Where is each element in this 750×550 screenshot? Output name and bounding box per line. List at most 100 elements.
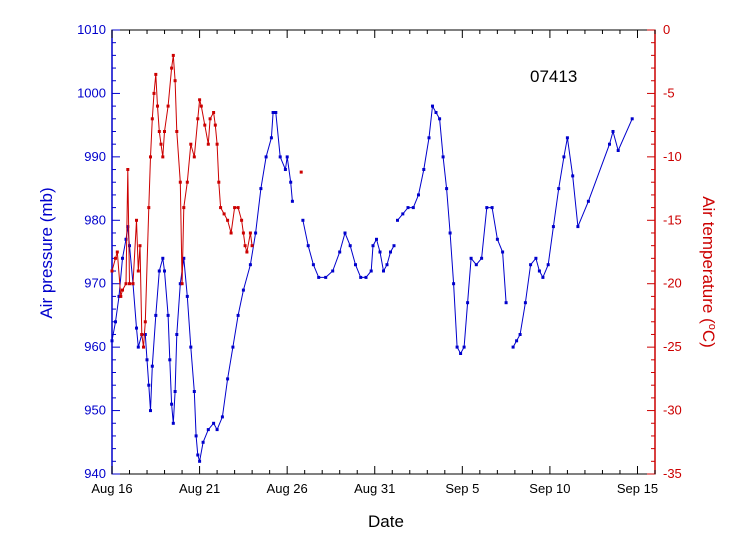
air-pressure-point	[511, 345, 515, 349]
air-temperature-point	[119, 294, 123, 298]
air-pressure-point	[212, 421, 216, 425]
air-pressure-point	[466, 301, 470, 305]
air-temperature-point	[161, 155, 165, 159]
air-pressure-line	[397, 104, 507, 355]
air-temperature-point	[128, 282, 131, 286]
air-pressure-point	[562, 155, 566, 159]
air-pressure-line	[512, 118, 633, 348]
air-pressure-point	[171, 421, 175, 425]
air-pressure-point	[611, 130, 615, 133]
air-temperature-point	[245, 250, 249, 254]
air-pressure-point	[406, 206, 410, 210]
right-axis-title-prefix: Air temperature (	[699, 196, 718, 324]
air-pressure-point	[529, 263, 533, 267]
air-pressure-point	[226, 377, 230, 381]
air-pressure-point	[523, 301, 527, 305]
air-temperature-point	[189, 142, 193, 146]
air-pressure-point	[194, 434, 198, 438]
air-pressure-point	[150, 364, 154, 368]
air-pressure-point	[431, 104, 434, 108]
air-pressure-point	[434, 111, 438, 114]
air-temperature-point	[243, 244, 247, 248]
air-temperature-line	[111, 55, 253, 348]
right-axis-title-unit: C)	[699, 330, 718, 348]
air-pressure-point	[422, 168, 426, 171]
air-temperature-point	[126, 168, 130, 171]
air-pressure-point	[392, 244, 396, 248]
x-tick-label: Sep 10	[529, 481, 570, 496]
air-pressure-point	[285, 155, 289, 159]
air-pressure-point	[189, 345, 193, 349]
air-pressure-point	[259, 187, 263, 191]
air-temperature-point	[208, 117, 212, 121]
air-pressure-point	[417, 193, 420, 197]
left-tick-label: 1000	[77, 85, 106, 100]
air-pressure-point	[445, 187, 449, 191]
air-pressure-point	[369, 269, 373, 273]
air-pressure-point	[121, 256, 124, 260]
air-pressure-point	[215, 428, 219, 432]
air-pressure-point	[396, 218, 399, 222]
air-pressure-point	[474, 263, 478, 267]
air-pressure-point	[271, 111, 275, 114]
air-pressure-point	[220, 415, 224, 419]
air-pressure-point	[145, 358, 149, 362]
air-temperature-point	[149, 155, 152, 159]
air-temperature-point	[115, 250, 119, 254]
air-pressure-point	[438, 117, 442, 121]
air-pressure-point	[163, 269, 166, 273]
air-pressure-point	[452, 282, 456, 286]
air-pressure-point	[343, 231, 347, 235]
air-pressure-point	[170, 402, 174, 406]
air-pressure-point	[248, 263, 252, 267]
air-temperature-point	[171, 53, 175, 57]
air-pressure-point	[161, 256, 165, 260]
air-pressure-point	[348, 244, 352, 248]
air-temperature-point	[114, 256, 117, 260]
air-pressure-line	[111, 112, 293, 462]
air-pressure-point	[537, 269, 541, 273]
air-pressure-point	[198, 459, 202, 463]
air-temperature-point	[250, 244, 254, 248]
air-pressure-point	[616, 149, 620, 152]
air-temperature-point	[170, 66, 174, 70]
x-tick-label: Sep 5	[445, 481, 479, 496]
air-pressure-point	[324, 275, 328, 279]
air-pressure-point	[541, 275, 545, 279]
x-tick-label: Aug 26	[267, 481, 308, 496]
air-pressure-point	[515, 339, 519, 343]
air-pressure-point	[274, 111, 278, 114]
air-pressure-point	[147, 383, 151, 387]
air-pressure-point	[455, 345, 459, 349]
air-pressure-point	[364, 275, 368, 279]
air-pressure-point	[411, 206, 415, 210]
air-pressure-point	[331, 269, 335, 273]
air-pressure-point	[608, 142, 611, 146]
air-pressure-point	[551, 225, 555, 229]
air-pressure-point	[283, 168, 287, 171]
air-temperature-point	[226, 218, 230, 222]
air-pressure-point	[480, 256, 484, 260]
air-pressure-point	[289, 180, 293, 184]
plot-series	[110, 53, 634, 463]
air-pressure-point	[301, 218, 305, 222]
air-pressure-point	[371, 244, 375, 248]
right-tick-label: 0	[663, 22, 670, 37]
air-pressure-point	[236, 313, 240, 317]
right-axis-title: Air temperature (oC)	[699, 196, 718, 348]
air-temperature-point	[150, 117, 154, 121]
right-tick-label: -30	[663, 403, 682, 418]
x-tick-label: Aug 21	[179, 481, 220, 496]
left-tick-label: 990	[84, 149, 106, 164]
air-temperature-point	[142, 345, 145, 349]
air-pressure-point	[143, 333, 147, 336]
air-temperature-point	[215, 142, 219, 146]
air-pressure-point	[630, 117, 634, 121]
air-temperature-point	[147, 206, 151, 210]
air-temperature-point	[143, 320, 147, 324]
air-pressure-point	[128, 244, 131, 248]
x-axis-ticks: Aug 16 Aug 21 Aug 26 Aug 31 Sep 5 Sep 10 Sep 1…	[91, 30, 658, 496]
air-temperature-point	[110, 269, 114, 273]
air-temperature-point	[159, 142, 163, 146]
